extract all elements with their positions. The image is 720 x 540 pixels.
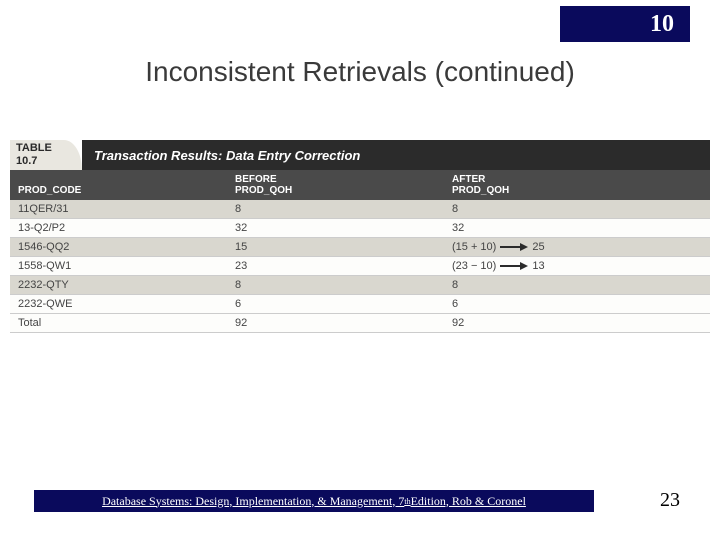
after-val: 13 [532,260,544,272]
after-val: 25 [532,241,544,253]
after-calc: (23 − 10) [452,260,496,272]
footer-text-prefix: Database Systems: Design, Implementation… [102,494,404,509]
table-row: 11QER/3188 [10,200,710,219]
cell-after: 32 [444,219,710,238]
total-after: 92 [444,314,710,333]
cell-code: 1558-QW1 [10,257,227,276]
col-head-code: PROD_CODE [10,170,227,200]
arrow-icon [500,262,528,270]
table-label-box: TABLE 10.7 [10,140,82,170]
cell-after: 8 [444,276,710,295]
cell-after: 8 [444,200,710,219]
cell-after: 6 [444,295,710,314]
cell-before: 8 [227,276,444,295]
arrow-icon [500,243,528,251]
col-head-after-sub: PROD_QOH [452,185,702,196]
table-header-bar: TABLE 10.7 Transaction Results: Data Ent… [10,140,710,170]
cell-before: 15 [227,238,444,257]
cell-code: 11QER/31 [10,200,227,219]
table-number: 10.7 [16,156,37,167]
cell-before: 23 [227,257,444,276]
chapter-number: 10 [650,11,674,38]
cell-code: 1546-QQ2 [10,238,227,257]
after-calc: (15 + 10) [452,241,496,253]
table-total-row: Total9292 [10,314,710,333]
table-row: 1558-QW123 (23 − 10) 13 [10,257,710,276]
table-row: 13-Q2/P23232 [10,219,710,238]
col-head-before-top: BEFORE [235,174,277,185]
cell-after: (15 + 10) 25 [444,238,710,257]
col-head-after: AFTER PROD_QOH [444,170,710,200]
cell-before: 6 [227,295,444,314]
slide-title: Inconsistent Retrievals (continued) [0,56,720,88]
chapter-badge: 10 [560,6,690,42]
cell-code: 2232-QTY [10,276,227,295]
table-row: 2232-QTY88 [10,276,710,295]
table-label: TABLE [16,143,52,154]
cell-after: (23 − 10) 13 [444,257,710,276]
cell-code: 2232-QWE [10,295,227,314]
cell-code: 13-Q2/P2 [10,219,227,238]
table-row: 2232-QWE66 [10,295,710,314]
page-number: 23 [660,489,680,512]
table-figure: TABLE 10.7 Transaction Results: Data Ent… [10,140,710,333]
col-head-code-label: PROD_CODE [18,185,81,196]
data-table: PROD_CODE BEFORE PROD_QOH AFTER PROD_QOH… [10,170,710,333]
col-head-after-top: AFTER [452,174,485,185]
total-label: Total [10,314,227,333]
col-head-before: BEFORE PROD_QOH [227,170,444,200]
cell-before: 8 [227,200,444,219]
cell-before: 32 [227,219,444,238]
table-column-headers: PROD_CODE BEFORE PROD_QOH AFTER PROD_QOH [10,170,710,200]
footer-bar: Database Systems: Design, Implementation… [34,490,594,512]
total-before: 92 [227,314,444,333]
col-head-before-sub: PROD_QOH [235,185,436,196]
table-title: Transaction Results: Data Entry Correcti… [82,140,710,170]
table-row: 1546-QQ215 (15 + 10) 25 [10,238,710,257]
footer-text-suffix: Edition, Rob & Coronel [411,494,526,509]
